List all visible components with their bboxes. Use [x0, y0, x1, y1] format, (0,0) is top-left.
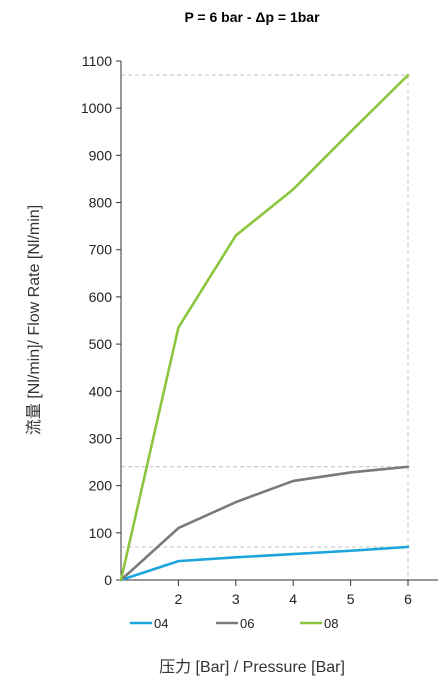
y-tick-label: 500 [89, 336, 113, 352]
y-tick-label: 0 [104, 572, 112, 588]
x-tick-label: 2 [175, 591, 183, 607]
legend-label-08: 08 [324, 616, 338, 631]
y-ticks: 0 100 200 300 400 500 600 700 800 900 1000 1100 [81, 53, 121, 588]
y-tick-label: 400 [89, 383, 113, 399]
series-line-08 [119, 73, 410, 582]
y-tick-label: 200 [89, 478, 113, 494]
y-axis-label: 流量 [Nl/min]/ Flow Rate [Nl/min] [25, 205, 43, 435]
legend-label-04: 04 [154, 616, 168, 631]
chart-title: P = 6 bar - Δp = 1bar [184, 9, 320, 25]
reference-lines [121, 74, 409, 580]
y-tick-label: 300 [89, 430, 113, 446]
y-tick-label: 100 [89, 525, 113, 541]
x-axis-label: 压力 [Bar] / Pressure [Bar] [159, 658, 345, 676]
y-tick-label: 800 [89, 195, 113, 211]
legend: 04 06 08 [130, 616, 338, 631]
y-tick-label: 1000 [81, 100, 112, 116]
y-tick-label: 900 [89, 147, 113, 163]
x-tick-label: 3 [232, 591, 240, 607]
legend-label-06: 06 [240, 616, 254, 631]
series-line-04 [119, 545, 410, 582]
x-tick-label: 5 [347, 591, 355, 607]
series-line-06 [119, 465, 410, 582]
x-tick-label: 6 [404, 591, 412, 607]
x-ticks: 2 3 4 5 6 [175, 580, 412, 607]
y-tick-label: 700 [89, 242, 113, 258]
x-tick-label: 4 [289, 591, 297, 607]
y-tick-label: 600 [89, 289, 113, 305]
series-lines [119, 73, 410, 582]
y-tick-label: 1100 [82, 53, 112, 69]
